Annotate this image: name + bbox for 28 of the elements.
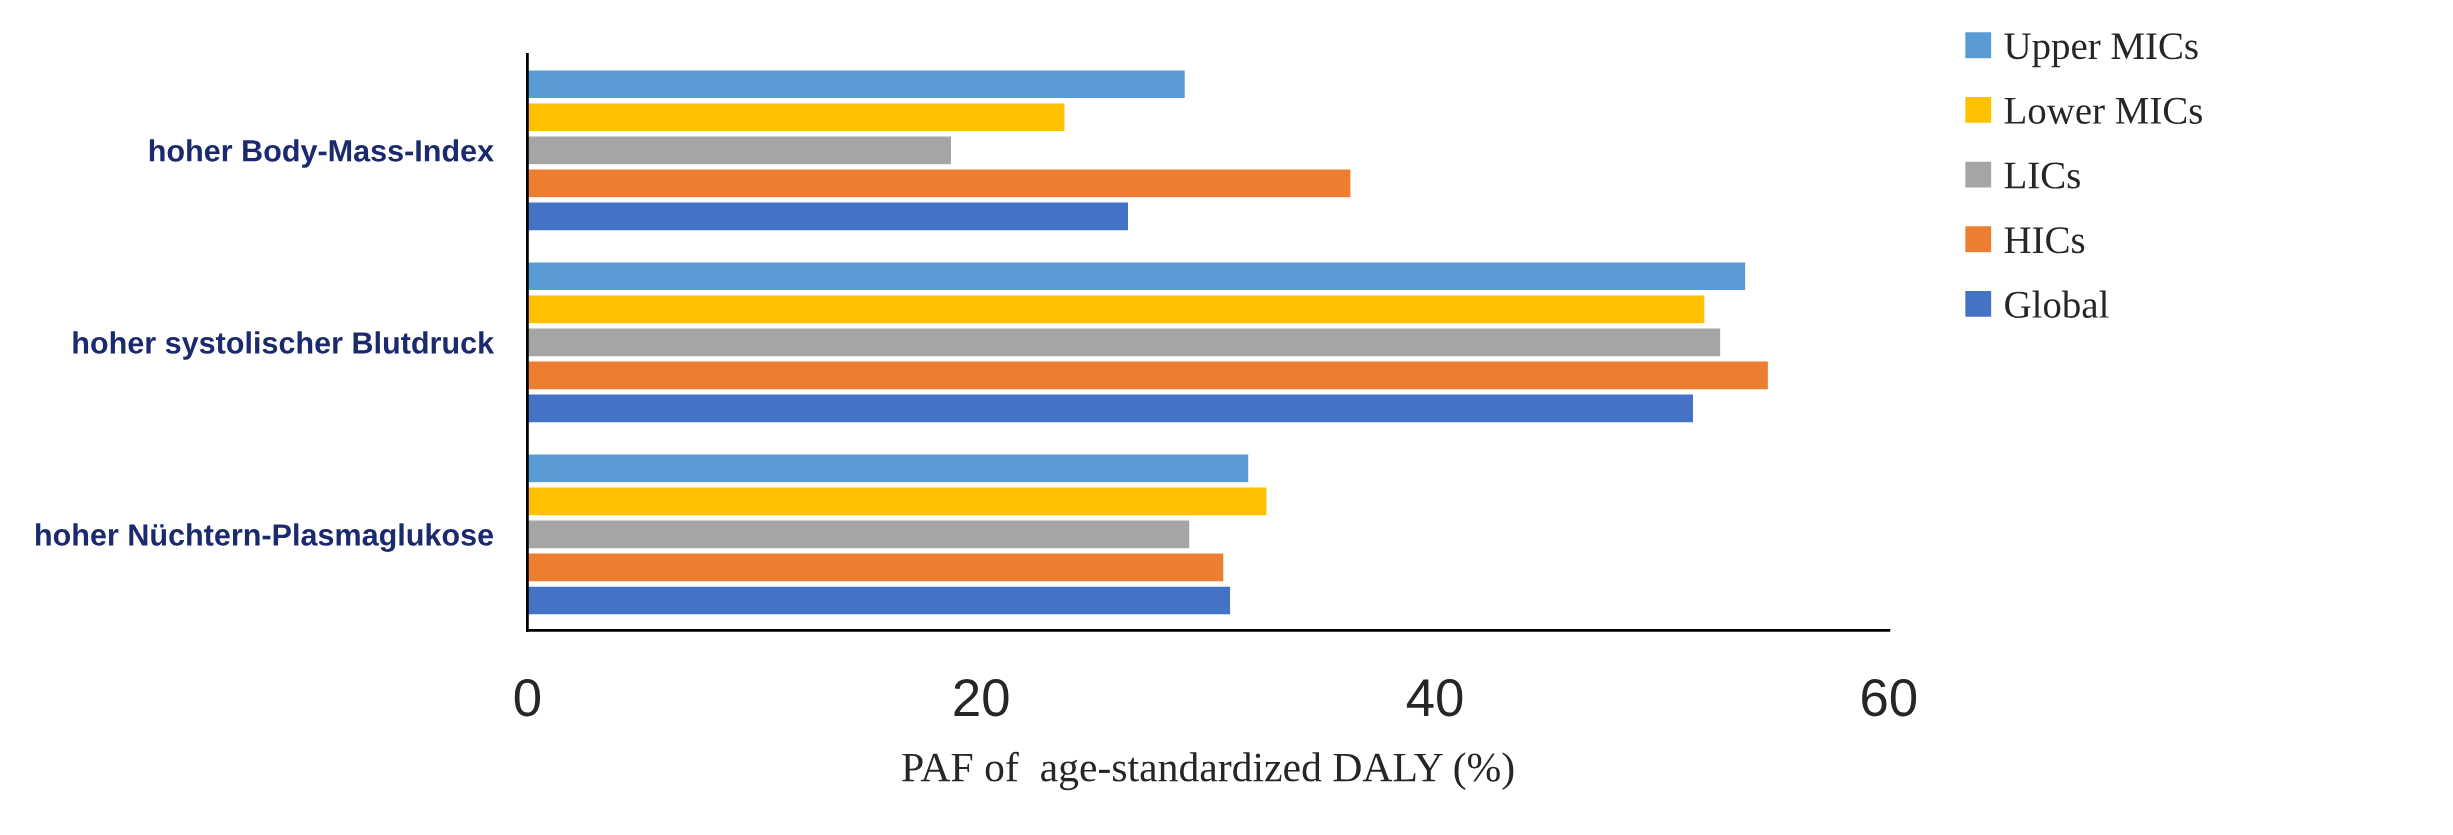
x-axis-title: PAF of age-standardized DALY (%)	[902, 751, 1514, 791]
bar	[527, 294, 1706, 325]
bar	[527, 453, 1250, 484]
legend-label: Global	[2005, 290, 2109, 318]
bar	[527, 552, 1225, 583]
x-tick-label: 40	[1406, 679, 1463, 717]
bar	[527, 486, 1268, 517]
bar	[527, 168, 1352, 199]
bar	[527, 585, 1232, 616]
y-tick-label: hoher Body-Mass-Index	[149, 139, 494, 168]
bar	[527, 102, 1066, 133]
y-tick-label: hoher Nüchtern-Plasmaglukose	[36, 523, 494, 552]
bar	[527, 135, 953, 166]
legend-label: LICs	[2004, 162, 2080, 189]
x-tick-label: 20	[954, 679, 1009, 717]
legend-label: Lower MICs	[2004, 97, 2202, 124]
legend-label: HICs	[2004, 227, 2085, 254]
bar	[527, 393, 1695, 424]
bar	[527, 327, 1722, 358]
bar	[527, 519, 1191, 550]
bar	[527, 261, 1747, 292]
bar	[527, 201, 1130, 232]
legend-label: Upper MICs	[2004, 33, 2198, 68]
x-tick-label: 60	[1862, 679, 1917, 717]
bar	[527, 360, 1770, 391]
y-tick-label: hoher systolischer Blutdruck	[73, 331, 495, 360]
x-tick-label: 0	[514, 679, 541, 717]
bar	[527, 69, 1187, 100]
